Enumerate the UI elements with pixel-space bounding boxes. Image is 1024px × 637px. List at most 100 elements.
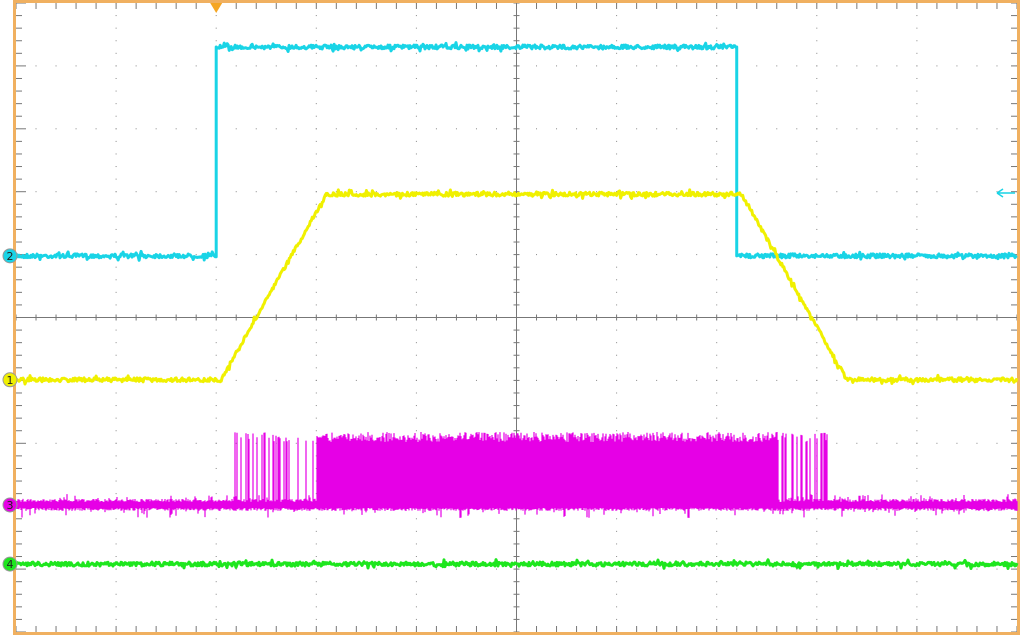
grid-dot [415, 166, 417, 168]
grid-dot [616, 241, 618, 243]
channel-1-marker: 1 [2, 372, 18, 388]
grid-dot [135, 191, 137, 193]
grid-dot [115, 77, 117, 79]
grid-dot [916, 128, 918, 130]
grid-dot [275, 568, 277, 570]
grid-dot [215, 405, 217, 407]
grid-dot [816, 342, 818, 344]
grid-dot [576, 254, 578, 256]
grid-dot [616, 518, 618, 520]
grid-dot [616, 430, 618, 432]
grid-dot [455, 65, 457, 67]
grid-dot [896, 568, 898, 570]
grid-dot [55, 128, 57, 130]
grid-dot [716, 543, 718, 545]
grid-dot [716, 128, 718, 130]
grid-dot [215, 480, 217, 482]
grid-dot [415, 52, 417, 54]
grid-dot [115, 266, 117, 268]
grid-dot [115, 581, 117, 583]
grid-dot [395, 568, 397, 570]
grid-dot [295, 65, 297, 67]
grid-dot [996, 442, 998, 444]
channel-label: 1 [7, 374, 14, 387]
grid-dot [936, 191, 938, 193]
trace-channel-2: 2 [2, 41, 1018, 264]
grid-dot [676, 128, 678, 130]
grid-dot [916, 115, 918, 117]
grid-dot [415, 518, 417, 520]
grid-dot [916, 467, 918, 469]
grid-dot [435, 379, 437, 381]
grid-dot [716, 15, 718, 17]
grid-dot [916, 342, 918, 344]
grid-dot [235, 568, 237, 570]
grid-dot [616, 530, 618, 532]
grid-dot [115, 178, 117, 180]
grid-dot [475, 128, 477, 130]
grid-dot [115, 367, 117, 369]
grid-dot [215, 593, 217, 595]
display-frame [13, 0, 1020, 635]
grid-dot [115, 329, 117, 331]
grid-dot [315, 266, 317, 268]
grid-dot [816, 153, 818, 155]
grid-dot [495, 65, 497, 67]
grid-dot [315, 178, 317, 180]
grid-dot [235, 254, 237, 256]
grid-dot [115, 493, 117, 495]
channel-2-marker: 2 [2, 248, 18, 264]
grid-dot [596, 568, 598, 570]
grid-dot [816, 191, 818, 193]
grid-dot [115, 140, 117, 142]
grid-dot [115, 606, 117, 608]
grid-dot [55, 568, 57, 570]
grid-dot [716, 241, 718, 243]
grid-dot [215, 493, 217, 495]
grid-dot [295, 191, 297, 193]
trace-line [15, 432, 1018, 518]
grid-dot [716, 279, 718, 281]
grid-dot [195, 128, 197, 130]
grid-dot [616, 103, 618, 105]
grid-dot [55, 191, 57, 193]
grid-dot [836, 442, 838, 444]
grid-dot [135, 442, 137, 444]
grid-dot [716, 606, 718, 608]
grid-dot [115, 291, 117, 293]
grid-dot [616, 65, 618, 67]
grid-dot [115, 405, 117, 407]
grid-dot [475, 65, 477, 67]
grid-dot [816, 241, 818, 243]
grid-dot [816, 556, 818, 558]
grid-dot [35, 442, 37, 444]
grid-dot [616, 52, 618, 54]
grid-dot [195, 191, 197, 193]
grid-dot [816, 581, 818, 583]
grid-dot [475, 568, 477, 570]
grid-dot [816, 216, 818, 218]
grid-dot [916, 329, 918, 331]
grid-dot [415, 178, 417, 180]
grid-dot [796, 65, 798, 67]
grid-dot [716, 405, 718, 407]
grid-dot [415, 379, 417, 381]
grid-dot [215, 329, 217, 331]
grid-dot [916, 405, 918, 407]
grid-dot [275, 254, 277, 256]
grid-dot [916, 367, 918, 369]
grid-dot [756, 128, 758, 130]
grid-dot [115, 392, 117, 394]
grid-dot [115, 354, 117, 356]
grid-dot [896, 65, 898, 67]
grid-dot [816, 543, 818, 545]
trace-line [14, 41, 1018, 262]
grid-dot [716, 65, 718, 67]
grid-dot [916, 581, 918, 583]
grid-dot [796, 128, 798, 130]
grid-dot [816, 77, 818, 79]
grid-dot [495, 128, 497, 130]
grid-dot [616, 291, 618, 293]
grid-dot [315, 140, 317, 142]
grid-dot [115, 115, 117, 117]
